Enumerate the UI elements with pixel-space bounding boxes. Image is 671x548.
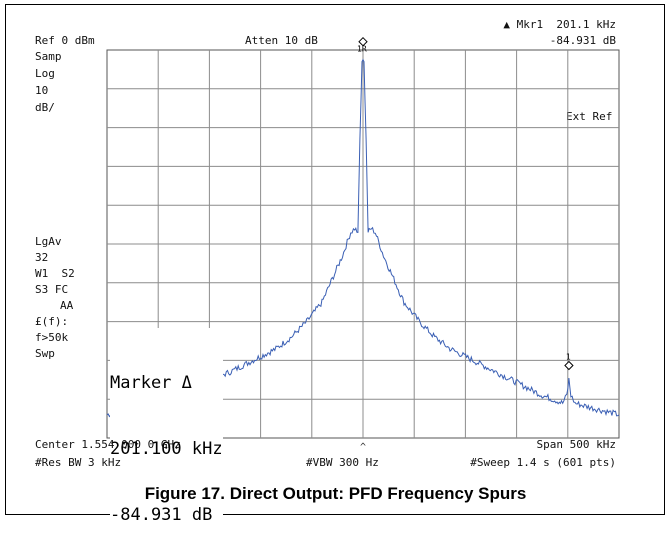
scale-unit: dB/	[35, 101, 55, 114]
marker-diamond	[358, 36, 368, 47]
avg-count: 32	[35, 251, 49, 264]
measurement-f50k: f>50k	[35, 331, 69, 344]
marker-label: 1	[566, 353, 571, 362]
attenuation: Atten 10 dB	[245, 34, 318, 47]
trace-w1s2: W1 S2	[35, 267, 75, 280]
center-frequency: Center 1.554 000 0 GHz	[35, 438, 181, 451]
sweep-swp: Swp	[35, 347, 55, 360]
video-bw: #VBW 300 Hz	[306, 456, 379, 469]
marker-readout-title: Marker Δ	[110, 373, 192, 393]
ref-level: Ref 0 dBm	[35, 34, 95, 47]
marker-diamond	[564, 360, 574, 371]
figure-caption: Figure 17. Direct Output: PFD Frequency …	[144, 484, 527, 503]
marker-layer: 1R 1	[357, 36, 574, 371]
center-caret: ^	[360, 442, 366, 453]
scale-log: Log	[35, 67, 55, 80]
res-bw: #Res BW 3 kHz	[35, 456, 122, 469]
marker-readout-freq: 201.100 kHz	[110, 439, 223, 459]
marker-header-value: -84.931 dB	[549, 34, 616, 47]
sweep-time: #Sweep 1.4 s (601 pts)	[470, 456, 616, 469]
measurement-lf: £(f):	[35, 315, 69, 328]
trace-s3fc: S3 FC	[35, 283, 69, 296]
ext-ref-label: Ext Ref	[566, 110, 613, 123]
trace-aa: AA	[60, 299, 74, 312]
marker-label: 1R	[357, 45, 367, 54]
marker-readout-level: -84.931 dB	[110, 505, 213, 525]
scale-value: 10	[35, 84, 49, 97]
detector-samp: Samp	[35, 50, 62, 63]
avg-type: LgAv	[35, 235, 62, 248]
span: Span 500 kHz	[536, 438, 616, 451]
marker-header-label: ▲ Mkr1 201.1 kHz	[503, 18, 616, 31]
